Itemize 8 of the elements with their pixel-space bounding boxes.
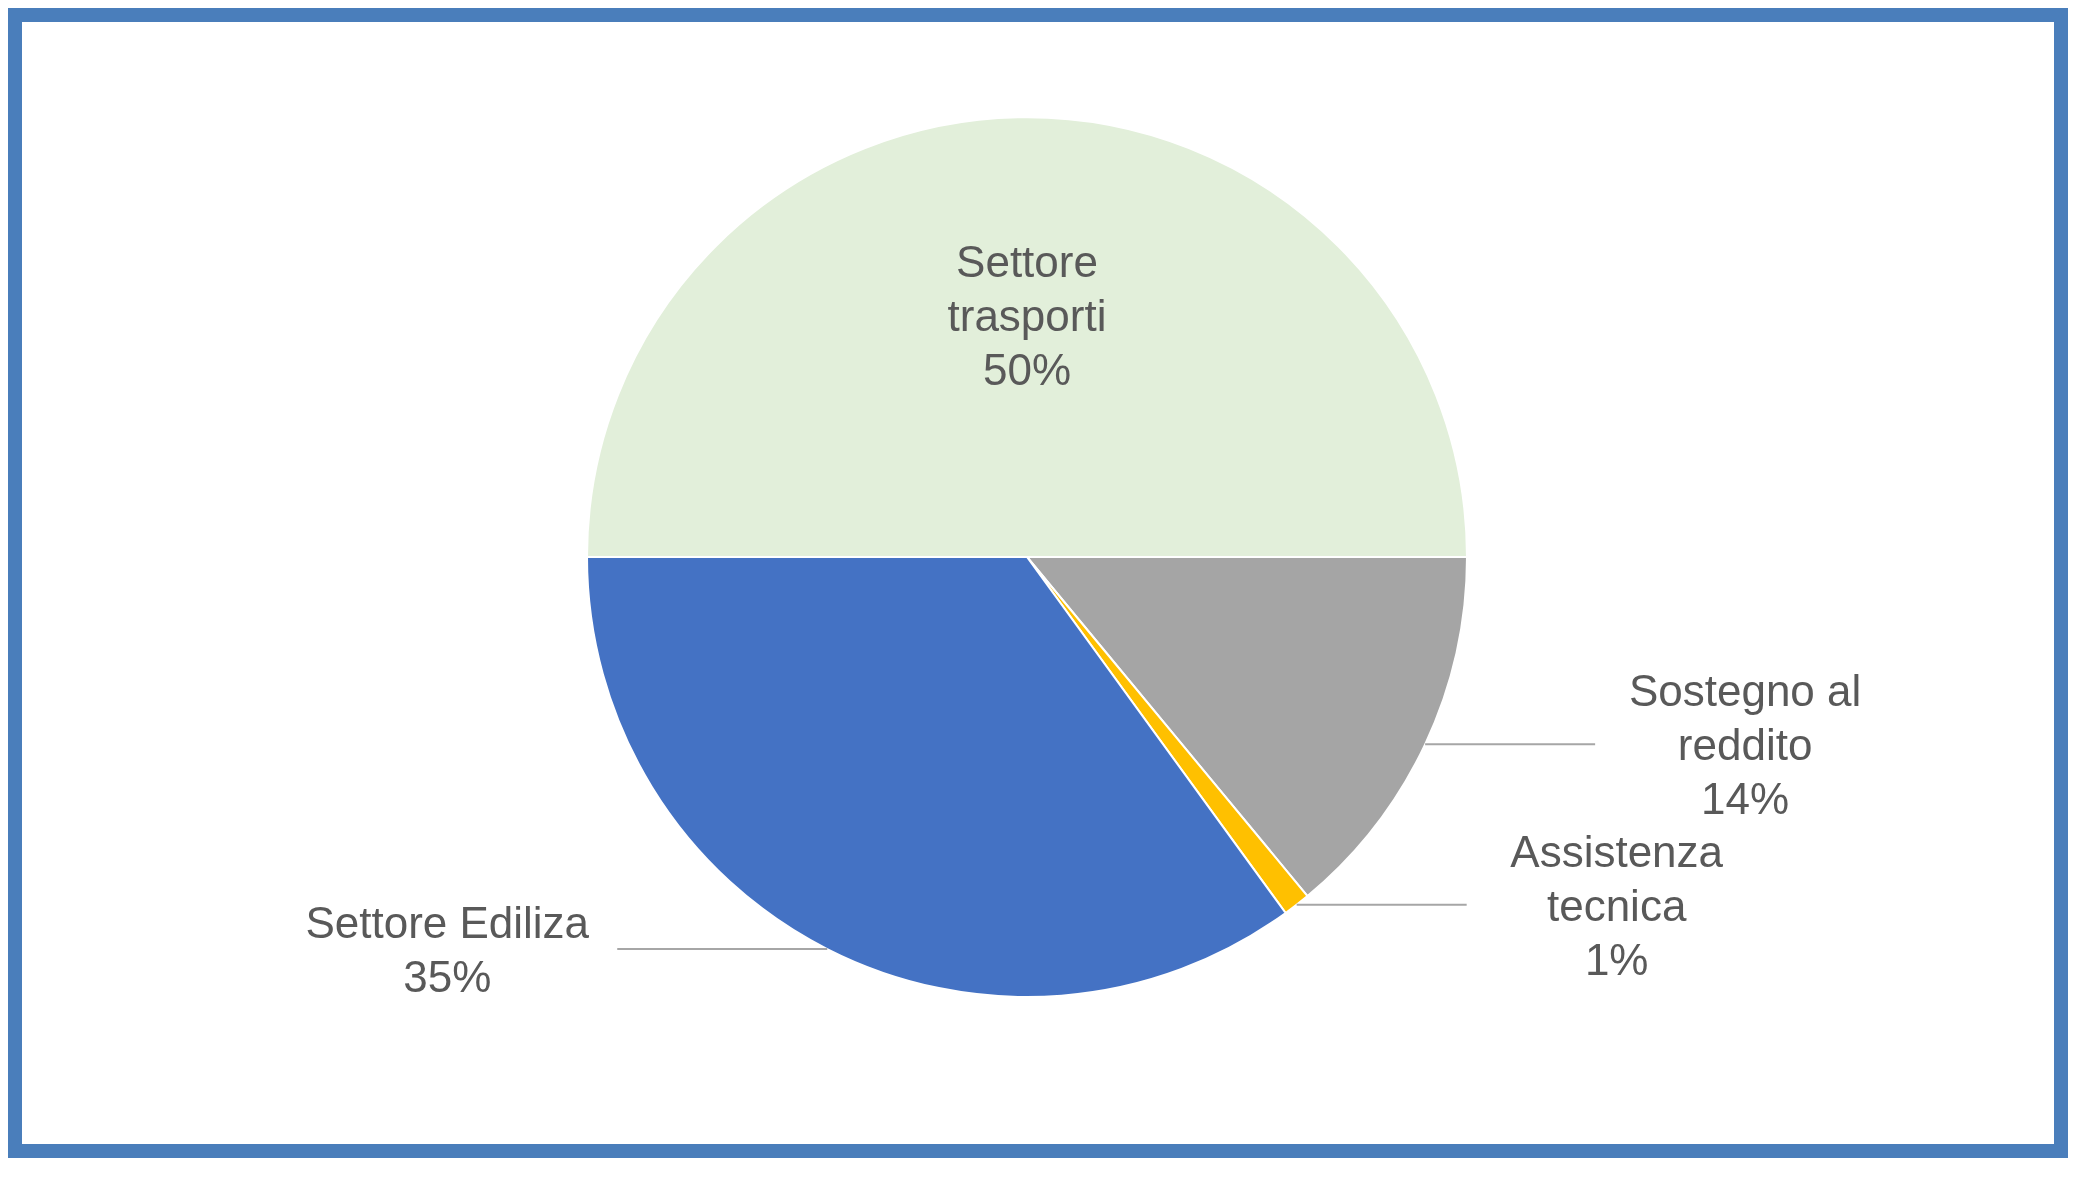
slice-label: Assistenza tecnica [1510, 826, 1724, 930]
data-label: 50% [982, 344, 1072, 394]
slice-label: Settore Ediliza [305, 897, 590, 947]
data-label: 1% [1584, 934, 1649, 984]
data-label: 35% [403, 951, 492, 1001]
data-label: 14% [1701, 773, 1790, 823]
slice-label: Settore trasporti [947, 236, 1107, 340]
slice-label: Sostegno al reddito [1628, 665, 1862, 769]
